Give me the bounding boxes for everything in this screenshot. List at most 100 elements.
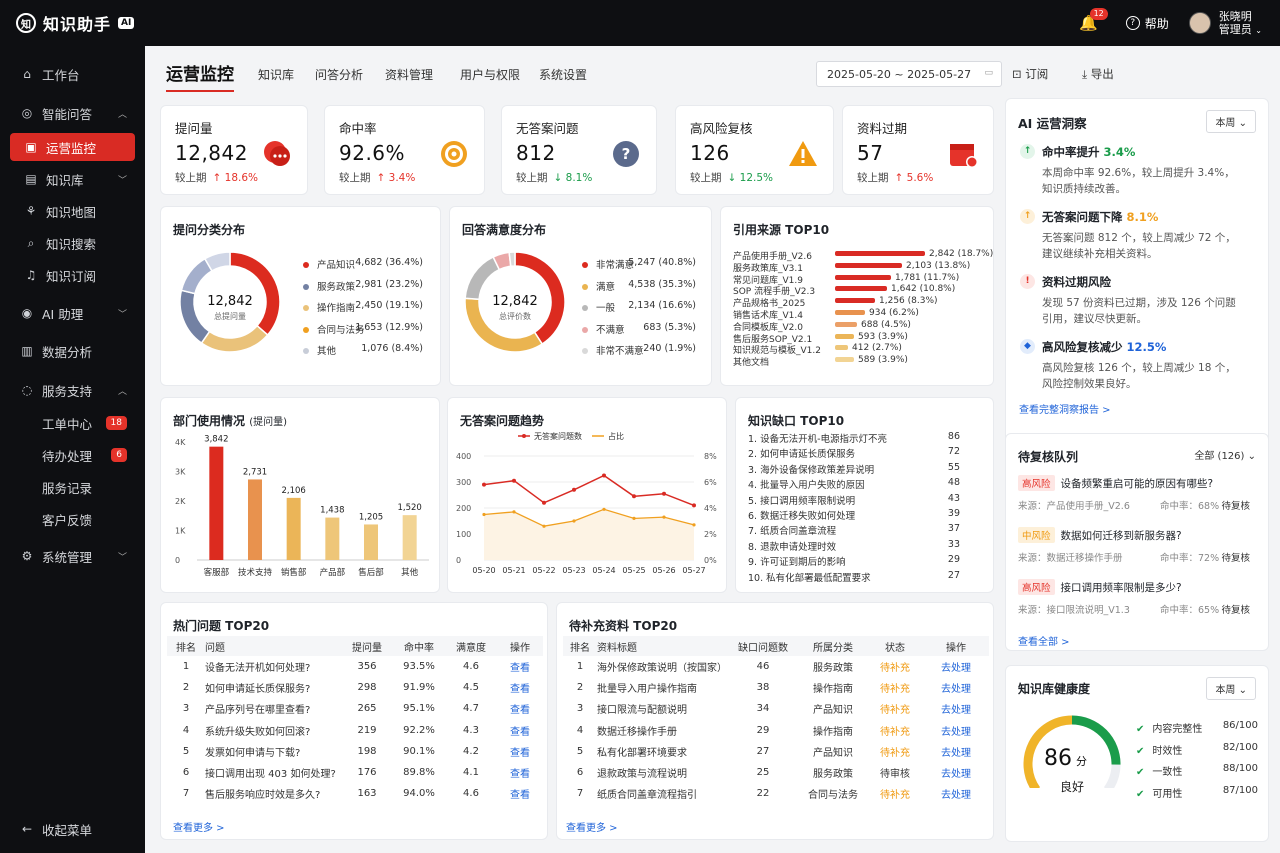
gap-item[interactable]: 3. 海外设备保修政策差异说明 55	[748, 462, 960, 476]
table-cell: 接口限流与配额说明	[597, 705, 687, 717]
gap-item[interactable]: 10. 私有化部署最低配置要求 27	[748, 570, 960, 584]
series-point	[542, 524, 546, 528]
kpi-card[interactable]: 高风险复核 126 较上期 ↓ 12.5%	[675, 105, 834, 195]
sidebar-item-ai-assistant[interactable]: ◉ AI 助理 ﹀	[21, 306, 127, 322]
insights-period-select[interactable]: 本周 ⌄	[1206, 110, 1256, 133]
sidebar-item-system[interactable]: ⚙ 系统管理 ﹀	[21, 549, 127, 565]
column-header: 缺口问题数	[727, 636, 799, 656]
hot-more-link[interactable]: 查看更多 >	[173, 823, 225, 834]
kpi-card[interactable]: 命中率 92.6% 较上期 ↑ 3.4%	[324, 105, 485, 195]
row-action-link[interactable]: 查看	[510, 769, 530, 781]
gap-label: 3. 海外设备保修政策差异说明	[748, 464, 875, 476]
donut-center-value: 12,842	[492, 294, 538, 309]
series-point	[572, 487, 576, 492]
bar-value-label: 2,731	[243, 467, 267, 477]
citation-label: 销售话术库_V1.4	[733, 311, 803, 321]
queue-all-link[interactable]: 查看全部 >	[1018, 637, 1070, 648]
row-action-link[interactable]: 去处理	[941, 747, 971, 759]
kpi-card[interactable]: 资料过期 57 较上期 ↑ 5.6%	[842, 105, 994, 195]
export-button[interactable]: ⤓ 导出	[1082, 67, 1114, 81]
row-action-link[interactable]: 查看	[510, 747, 530, 759]
tab-kb[interactable]: 知识库	[258, 68, 295, 82]
tab-material[interactable]: 资料管理	[385, 68, 434, 82]
tab-ops-monitor[interactable]: 运营监控	[166, 65, 234, 85]
tab-settings[interactable]: 系统设置	[539, 68, 588, 82]
subscribe-button[interactable]: ⊡ 订阅	[1012, 67, 1049, 81]
kpi-compare-label: 较上期	[339, 172, 371, 184]
user-menu[interactable]: 张晓明 管理员 ⌄	[1188, 10, 1262, 37]
row-action-link[interactable]: 去处理	[941, 663, 971, 675]
sidebar-item-todo[interactable]: 待办处理 6	[0, 440, 145, 470]
gap-item[interactable]: 8. 退款申请处理时效 33	[748, 539, 960, 553]
tab-users[interactable]: 用户与权限	[460, 68, 521, 82]
dept-bar	[364, 524, 378, 560]
citation-row: 其他文档 589 (3.9%)	[733, 355, 993, 368]
gap-item[interactable]: 9. 许可证到期后的影响 29	[748, 554, 960, 568]
review-item[interactable]: 中风险 数据如何迁移到新服务器? 来源：数据迁移操作手册 命中率：72% 待复核	[1018, 527, 1250, 564]
review-item[interactable]: 高风险 接口调用频率限制是多少? 来源：接口限流说明_V1.3 命中率：65% 待复核	[1018, 579, 1250, 616]
row-action-link[interactable]: 查看	[510, 726, 530, 738]
notification-button[interactable]: 🔔 12	[1079, 8, 1108, 32]
kpi-compare: 较上期 ↑ 18.6%	[175, 170, 258, 185]
tab-qa-analysis[interactable]: 问答分析	[315, 68, 364, 82]
review-item[interactable]: 高风险 设备频繁重启可能的原因有哪些? 来源：产品使用手册_V2.6 命中率：68% 待…	[1018, 475, 1250, 512]
row-action-link[interactable]: 去处理	[941, 726, 971, 738]
gap-item[interactable]: 5. 接口调用频率限制说明 43	[748, 493, 960, 507]
satisfaction-donut: 12,842 总评价数	[464, 251, 566, 353]
sidebar-item-kb[interactable]: ▤ 知识库 ﹀	[25, 172, 127, 188]
app-logo[interactable]: 知 知识助手 AI	[16, 11, 135, 35]
bar-value-label: 1,438	[320, 506, 344, 516]
health-period-select[interactable]: 本周 ⌄	[1206, 677, 1256, 700]
sidebar-item-feedback[interactable]: 客户反馈	[42, 512, 93, 528]
row-action-link[interactable]: 去处理	[941, 769, 971, 781]
table-cell: 7	[182, 788, 190, 800]
row-action-link[interactable]: 查看	[510, 705, 530, 717]
gap-label: 8. 退款申请处理时效	[748, 541, 837, 553]
help-button[interactable]: ? 帮助	[1125, 15, 1169, 32]
legend-value: 5,247 (40.8%)	[628, 257, 696, 268]
sidebar-item-kmap[interactable]: ⚘ 知识地图	[25, 204, 97, 220]
insight-item: ↑ 无答案问题下降 8.1% 无答案问题 812 个，较上周减少 72 个，建议继续补…	[1020, 209, 1245, 262]
row-action-link[interactable]: 查看	[510, 663, 530, 675]
insight-item: ! 资料过期风险 发现 57 份资料已过期，涉及 126 个问题引用，建议尽快更新。	[1020, 274, 1245, 327]
sidebar-item-ksearch[interactable]: ⌕ 知识搜索	[0, 228, 145, 258]
gap-item[interactable]: 7. 纸质合同盖章流程 37	[748, 523, 960, 537]
row-action-link[interactable]: 查看	[510, 790, 530, 802]
row-action-link[interactable]: 去处理	[941, 684, 971, 696]
risk-tag: 高风险	[1018, 579, 1055, 595]
sidebar-item-ksub[interactable]: ♫ 知识订阅	[25, 268, 97, 284]
todo-more-link[interactable]: 查看更多 >	[566, 823, 618, 834]
sidebar-item-support[interactable]: ◌ 服务支持 ︿	[21, 383, 127, 399]
y-tick-label: 3K	[175, 468, 186, 477]
health-metric-label: 内容完整性	[1152, 724, 1203, 735]
gap-item[interactable]: 6. 数据迁移失败如何处理 39	[748, 508, 960, 522]
review-source: 来源：产品使用手册_V2.6	[1018, 501, 1130, 512]
gap-item[interactable]: 4. 批量导入用户失败的原因 48	[748, 477, 960, 491]
insights-report-link[interactable]: 查看完整洞察报告 >	[1019, 405, 1111, 416]
collapse-menu-button[interactable]: ← 收起菜单	[21, 822, 93, 838]
sidebar-item-qa[interactable]: ◎ 智能问答 ︿	[21, 106, 127, 122]
sidebar-item-records[interactable]: 服务记录	[42, 480, 93, 496]
arrow-up-icon: ↑	[1020, 144, 1035, 159]
date-range-picker[interactable]: 2025-05-20 ~ 2025-05-27 ▭	[816, 61, 1002, 87]
citation-label: 产品规格书_2025	[733, 299, 806, 310]
queue-filter-select[interactable]: 全部 (126) ⌄	[1194, 451, 1256, 462]
citation-bar	[835, 298, 875, 304]
insight-desc: 高风险复核 126 个，较上周减少 18 个，风险控制效果良好。	[1042, 362, 1236, 390]
kpi-title: 资料过期	[857, 121, 908, 136]
sidebar-item-workbench[interactable]: ⌂ 工作台	[0, 59, 145, 89]
row-action-link[interactable]: 查看	[510, 684, 530, 696]
sidebar-item-analytics[interactable]: ▥ 数据分析	[21, 344, 93, 360]
table-cell: 4.1	[463, 767, 479, 779]
row-action-link[interactable]: 去处理	[941, 705, 971, 717]
gap-item[interactable]: 2. 如何申请延长质保服务 72	[748, 446, 960, 460]
risk-tag: 高风险	[1018, 475, 1055, 491]
kpi-title: 无答案问题	[516, 121, 579, 136]
kpi-card[interactable]: 提问量 12,842 较上期 ↑ 18.6%	[160, 105, 308, 195]
gap-item[interactable]: 1. 设备无法开机-电源指示灯不亮 86	[748, 431, 960, 445]
health-metric-label: 时效性	[1152, 745, 1183, 757]
kpi-card[interactable]: 无答案问题 812 较上期 ↓ 8.1%?	[501, 105, 657, 195]
sidebar-item-ops-monitor[interactable]: ▣ 运营监控	[10, 133, 135, 161]
sidebar-item-tickets[interactable]: 工单中心 18	[0, 408, 145, 438]
row-action-link[interactable]: 去处理	[941, 790, 971, 802]
